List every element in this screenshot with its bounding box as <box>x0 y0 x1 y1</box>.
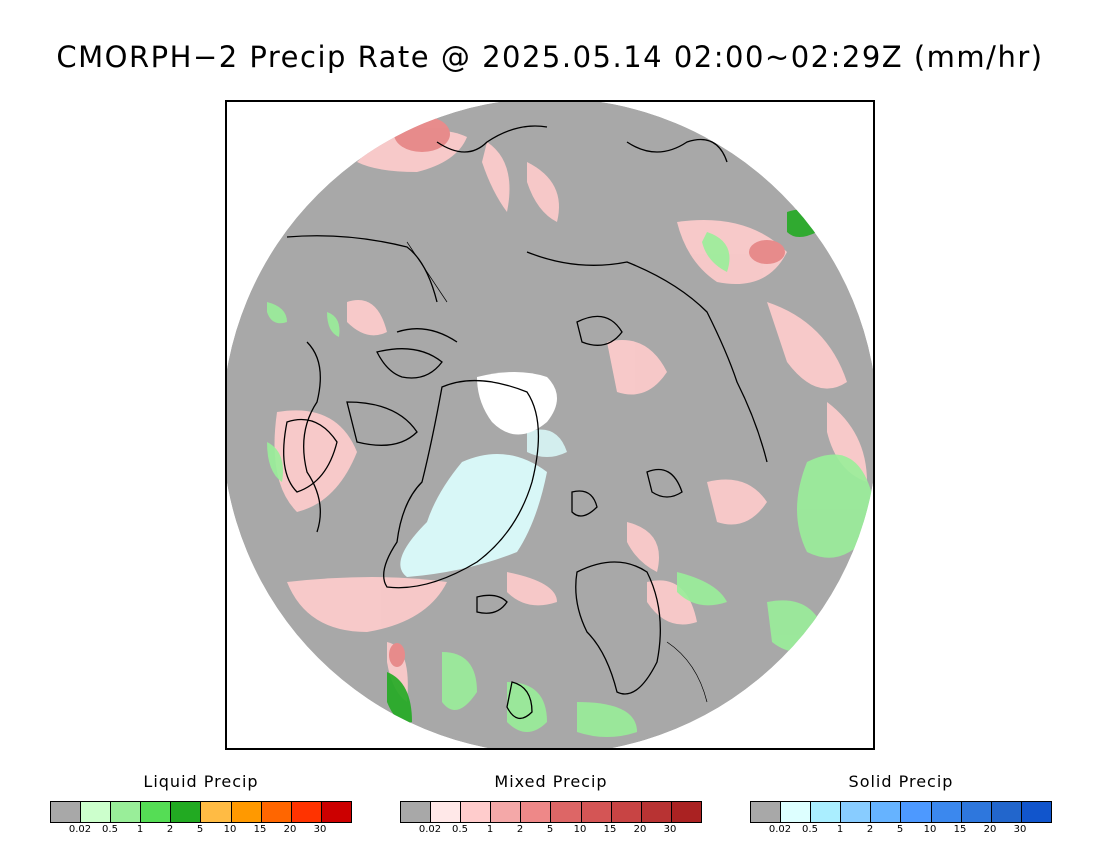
legend-tick-label: 10 <box>573 824 587 835</box>
legend-tick-label: 0.02 <box>418 824 442 835</box>
legend-swatch <box>931 802 962 822</box>
map-frame <box>225 100 875 750</box>
legend-tick-label: 15 <box>603 824 617 835</box>
legend-swatch <box>751 802 782 822</box>
legend-swatch <box>461 802 492 822</box>
legend-swatch <box>171 802 202 822</box>
legend-swatch <box>401 802 432 822</box>
legend-swatch <box>901 802 932 822</box>
legend-title: Solid Precip <box>848 772 954 791</box>
legend-swatch <box>641 802 672 822</box>
legend-swatch <box>201 802 232 822</box>
precip-map <box>227 102 873 748</box>
legend-tick-label: 5 <box>896 824 904 835</box>
legend-tick-label: 10 <box>923 824 937 835</box>
legend-swatch <box>611 802 642 822</box>
legend-swatch <box>51 802 82 822</box>
legend-tick-label: 0.5 <box>802 824 818 835</box>
coastlines <box>283 125 768 719</box>
legend-title: Mixed Precip <box>494 772 608 791</box>
legend-tick-label: 1 <box>836 824 844 835</box>
legend-tick-label: 0.5 <box>452 824 468 835</box>
legend-tick-label: 20 <box>983 824 997 835</box>
legend-swatch <box>581 802 612 822</box>
legend-swatch <box>291 802 322 822</box>
legend-swatch <box>141 802 172 822</box>
legend-swatch <box>231 802 262 822</box>
legend-tick-label: 2 <box>516 824 524 835</box>
legend-tick-label: 30 <box>663 824 677 835</box>
legend-tick-label: 20 <box>283 824 297 835</box>
legend-ticks: 0.02 0.5 1 2 5 10 15 20 30 <box>400 824 700 838</box>
legend-swatch <box>961 802 992 822</box>
legend-liquid: Liquid Precip 0.02 0.5 1 2 5 10 15 20 30 <box>50 772 352 838</box>
legend-swatches <box>400 801 702 823</box>
legend-swatch <box>261 802 292 822</box>
solid-precip-areas <box>400 429 567 577</box>
legend-swatches <box>50 801 352 823</box>
legend-tick-label: 5 <box>196 824 204 835</box>
legend-swatch <box>111 802 142 822</box>
legend-tick-label: 15 <box>253 824 267 835</box>
legend-tick-label: 30 <box>313 824 327 835</box>
legend-swatch <box>491 802 522 822</box>
legend-swatch <box>81 802 112 822</box>
legend-tick-label: 10 <box>223 824 237 835</box>
legend-swatch <box>841 802 872 822</box>
legend-tick-label: 0.02 <box>768 824 792 835</box>
legend-swatch <box>671 802 701 822</box>
legend-swatch <box>811 802 842 822</box>
legend-tick-label: 1 <box>486 824 494 835</box>
legend-tick-label: 0.02 <box>68 824 92 835</box>
legend-swatch <box>551 802 582 822</box>
legend-swatch <box>431 802 462 822</box>
legend-tick-label: 15 <box>953 824 967 835</box>
legend-mixed: Mixed Precip 0.02 0.5 1 2 5 10 15 20 30 <box>400 772 702 838</box>
legend-swatch <box>1021 802 1051 822</box>
legend-swatch <box>781 802 812 822</box>
legend-swatch <box>521 802 552 822</box>
legend-ticks: 0.02 0.5 1 2 5 10 15 20 30 <box>50 824 350 838</box>
legend-tick-label: 2 <box>866 824 874 835</box>
legend-ticks: 0.02 0.5 1 2 5 10 15 20 30 <box>750 824 1050 838</box>
legend-swatch <box>871 802 902 822</box>
legend-swatch <box>321 802 351 822</box>
legend-tick-label: 0.5 <box>102 824 118 835</box>
legend-tick-label: 20 <box>633 824 647 835</box>
legend-tick-label: 1 <box>136 824 144 835</box>
legend-tick-label: 30 <box>1013 824 1027 835</box>
legend-tick-label: 2 <box>166 824 174 835</box>
legend-title: Liquid Precip <box>143 772 259 791</box>
legend-tick-label: 5 <box>546 824 554 835</box>
legend-swatches <box>750 801 1052 823</box>
legend-swatch <box>991 802 1022 822</box>
map-title: CMORPH−2 Precip Rate @ 2025.05.14 02:00~… <box>56 40 1044 74</box>
legend-solid: Solid Precip 0.02 0.5 1 2 5 10 15 20 30 <box>750 772 1052 838</box>
